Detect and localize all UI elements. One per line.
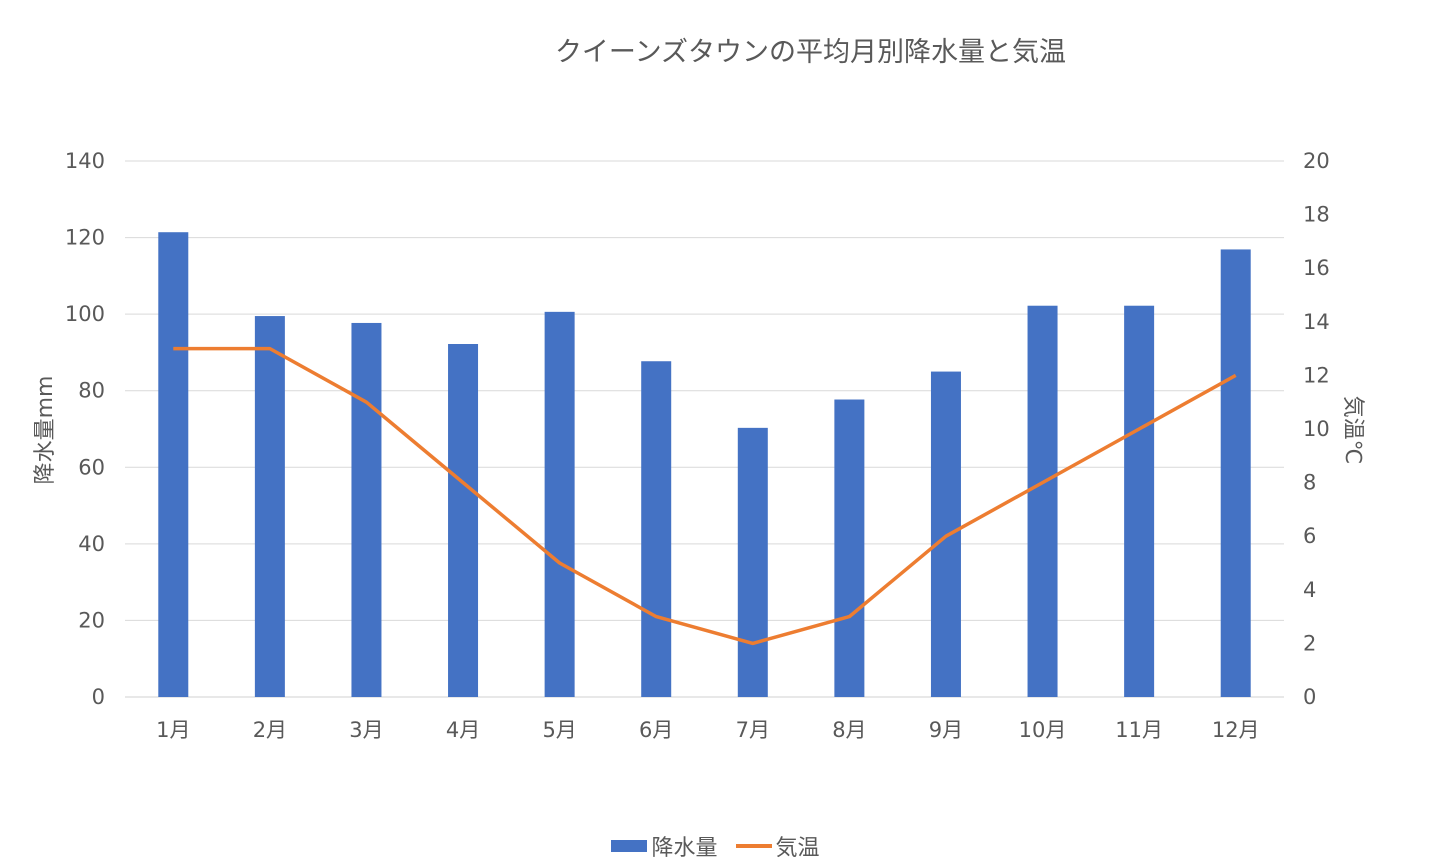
y2-tick-label: 16 bbox=[1303, 256, 1330, 280]
bar-5月 bbox=[544, 311, 575, 697]
bar-10月 bbox=[1027, 305, 1058, 697]
y-tick-label: 100 bbox=[65, 302, 105, 326]
x-tick-label: 12月 bbox=[1212, 718, 1260, 742]
legend-swatch-bar bbox=[611, 840, 648, 852]
y2-tick-label: 10 bbox=[1303, 417, 1330, 441]
y2-tick-label: 18 bbox=[1303, 203, 1330, 227]
y2-axis-label: 気温℃ bbox=[1340, 396, 1365, 465]
legend-item-temperature[interactable]: 気温 bbox=[735, 830, 820, 862]
y2-tick-label: 6 bbox=[1303, 524, 1316, 548]
y2-tick-label: 14 bbox=[1303, 310, 1330, 334]
x-tick-label: 3月 bbox=[349, 718, 383, 742]
bar-3月 bbox=[351, 322, 382, 697]
x-tick-label: 5月 bbox=[542, 718, 576, 742]
y2-tick-label: 0 bbox=[1303, 685, 1316, 709]
x-tick-label: 8月 bbox=[832, 718, 866, 742]
x-tick-label: 11月 bbox=[1115, 718, 1163, 742]
bar-6月 bbox=[641, 361, 672, 697]
bar-7月 bbox=[737, 427, 768, 697]
y-tick-label: 40 bbox=[78, 532, 105, 556]
y2-tick-label: 8 bbox=[1303, 471, 1316, 495]
legend-item-rainfall[interactable]: 降水量 bbox=[611, 830, 718, 862]
x-tick-label: 6月 bbox=[639, 718, 673, 742]
y-tick-label: 0 bbox=[92, 685, 105, 709]
x-tick-label: 2月 bbox=[253, 718, 287, 742]
y-axis-label: 降水量mm bbox=[33, 376, 58, 485]
bar-1月 bbox=[158, 232, 189, 697]
legend-label: 気温 bbox=[775, 836, 820, 861]
legend: 降水量 気温 bbox=[0, 830, 1431, 862]
bar-4月 bbox=[448, 344, 479, 697]
bar-11月 bbox=[1124, 305, 1155, 697]
y2-tick-label: 12 bbox=[1303, 363, 1330, 387]
y-tick-label: 140 bbox=[65, 149, 105, 173]
bar-12月 bbox=[1220, 249, 1251, 697]
y-tick-label: 120 bbox=[65, 226, 105, 250]
bar-2月 bbox=[254, 316, 285, 697]
legend-swatch-line bbox=[735, 844, 772, 848]
bar-8月 bbox=[834, 399, 865, 697]
x-tick-label: 9月 bbox=[929, 718, 963, 742]
y2-tick-label: 2 bbox=[1303, 631, 1316, 655]
x-tick-label: 7月 bbox=[736, 718, 770, 742]
x-tick-label: 4月 bbox=[446, 718, 480, 742]
y-tick-label: 80 bbox=[78, 379, 105, 403]
y2-tick-label: 4 bbox=[1303, 578, 1316, 602]
y2-tick-label: 20 bbox=[1303, 149, 1330, 173]
temperature-line bbox=[173, 346, 1237, 646]
x-tick-label: 1月 bbox=[156, 718, 190, 742]
y-tick-label: 60 bbox=[78, 455, 105, 479]
chart-title: クイーンズタウンの平均月別降水量と気温 bbox=[554, 37, 1067, 68]
y-tick-label: 20 bbox=[78, 608, 105, 632]
legend-label: 降水量 bbox=[651, 836, 718, 861]
x-tick-label: 10月 bbox=[1019, 718, 1067, 742]
